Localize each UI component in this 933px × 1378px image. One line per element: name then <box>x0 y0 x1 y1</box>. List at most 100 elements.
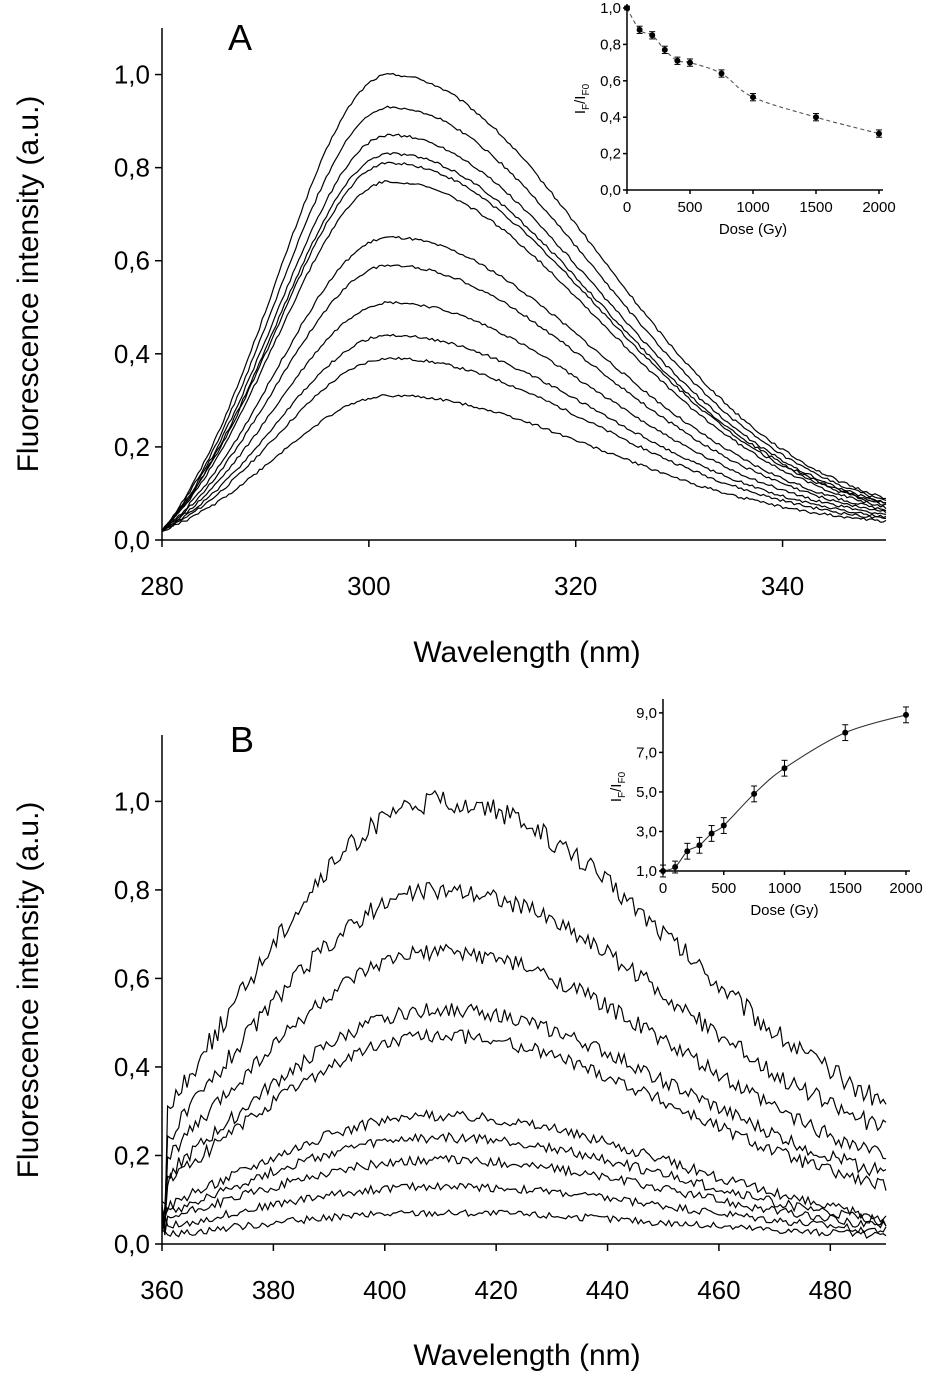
inset-x-tick-label: 2000 <box>889 880 922 897</box>
inset-x-tick-label: 500 <box>677 199 702 216</box>
inset-y-label-part: /I <box>608 784 625 792</box>
y-tick-label: 0,4 <box>114 1052 150 1082</box>
spectrum-line <box>161 264 887 531</box>
panel-a-chart: 0,0 0,2 0,4 0,6 0,8 1,0 280 300 320 340 Fluorescen… <box>12 0 896 669</box>
inset-y-label-subscript: F0 <box>581 83 592 95</box>
x-tick-label: 480 <box>809 1275 852 1305</box>
inset-y-tick-label: 9,0 <box>636 705 657 722</box>
inset-y-tick-label: 1,0 <box>636 863 657 880</box>
inset-y-label-part: I <box>572 110 589 114</box>
spectrum-line <box>161 881 887 1218</box>
inset-data-point <box>903 711 909 718</box>
inset-y-tick-label: 7,0 <box>636 744 657 761</box>
x-tick-label: 420 <box>474 1275 517 1305</box>
inset-data-point <box>750 94 756 101</box>
inset-data-point <box>842 729 849 736</box>
spectrum-line <box>161 1181 887 1234</box>
inset-data-point <box>720 822 727 829</box>
inset-x-tick-label: 1500 <box>799 199 832 216</box>
inset-data-point <box>696 842 703 849</box>
spectrum-line <box>161 356 887 533</box>
x-tick-label: 440 <box>586 1275 629 1305</box>
spectrum-line <box>161 105 887 532</box>
y-tick-label: 0,8 <box>114 153 150 183</box>
y-tick-label: 0,2 <box>114 432 150 462</box>
inset-data-point <box>636 26 643 33</box>
spectrum-line <box>161 333 887 533</box>
spectrum-line <box>161 1131 887 1227</box>
inset-y-tick-label: 0,0 <box>600 182 621 199</box>
spectra-group <box>161 72 887 533</box>
spectrum-line <box>161 72 887 532</box>
inset-y-tick-label: 5,0 <box>636 784 657 801</box>
inset-y-axis-label: IF/IF0 <box>608 771 628 802</box>
inset-y-tick-label: 0,6 <box>600 73 621 90</box>
y-tick-label: 1,0 <box>114 786 150 816</box>
spectrum-line <box>161 1028 887 1224</box>
inset-data-point <box>649 32 656 39</box>
spectrum-line <box>161 394 887 533</box>
panel-letter: B <box>230 719 254 760</box>
inset-data-point <box>660 868 666 874</box>
inset-y-label-subscript: F <box>617 792 628 798</box>
inset-data-point <box>751 790 758 797</box>
inset-data-point <box>876 130 882 137</box>
y-axis-label: Fluorescence intensity (a.u.) <box>12 96 45 473</box>
spectrum-line <box>161 789 887 1233</box>
spectrum-line <box>161 1209 887 1239</box>
inset-x-tick-label: 500 <box>711 880 736 897</box>
spectra-group <box>161 789 887 1239</box>
y-tick-label: 0,4 <box>114 339 150 369</box>
inset-y-tick-label: 3,0 <box>636 823 657 840</box>
inset-x-axis-label: Dose (Gy) <box>750 902 818 919</box>
y-axis-label: Fluorescence intensity (a.u.) <box>12 802 45 1179</box>
spectrum-line <box>161 1003 887 1228</box>
inset-y-tick-label: 0,4 <box>600 109 621 126</box>
inset-data-point <box>661 46 668 53</box>
spectrum-line <box>161 1109 887 1223</box>
inset-x-tick-label: 1500 <box>829 880 862 897</box>
spectrum-line <box>161 152 887 531</box>
inset-x-tick-label: 1000 <box>736 199 769 216</box>
y-tick-label: 0,8 <box>114 875 150 905</box>
inset-y-tick-label: 0,8 <box>600 36 621 53</box>
inset-y-label-subscript: F <box>581 104 592 110</box>
inset-x-tick-label: 1000 <box>768 880 801 897</box>
inset-data-point <box>718 70 725 77</box>
inset-y-tick-label: 1,0 <box>600 0 621 17</box>
inset-fit-curve <box>626 7 880 135</box>
inset-data-point <box>674 57 681 64</box>
x-tick-label: 460 <box>697 1275 740 1305</box>
inset-fit-curve <box>662 714 907 872</box>
spectrum-line <box>161 235 887 531</box>
spectrum-line <box>161 179 887 531</box>
y-tick-label: 0,6 <box>114 963 150 993</box>
spectrum-line <box>161 943 887 1228</box>
inset-x-tick-label: 0 <box>623 199 631 216</box>
inset-y-tick-label: 0,2 <box>600 146 621 163</box>
x-tick-label: 320 <box>554 571 597 601</box>
inset-chart: 1,0 3,0 5,0 7,0 9,0 0 500 1000 1500 2000 Dose (Gy)… <box>608 699 923 919</box>
inset-data-point <box>684 848 691 855</box>
inset-x-tick-label: 0 <box>659 880 667 897</box>
x-axis-label: Wavelength (nm) <box>413 636 640 669</box>
x-tick-label: 360 <box>140 1275 183 1305</box>
inset-x-axis-label: Dose (Gy) <box>719 221 787 238</box>
x-tick-label: 380 <box>252 1275 295 1305</box>
inset-y-label-part: /I <box>572 96 589 104</box>
inset-y-axis-label: IF/IF0 <box>572 83 592 114</box>
inset-chart: 0,0 0,2 0,4 0,6 0,8 1,0 0 500 1000 1500 2000 Dose (… <box>572 0 896 238</box>
inset-x-tick-label: 2000 <box>862 199 895 216</box>
y-tick-label: 0,0 <box>114 1229 150 1259</box>
inset-data-point <box>687 59 693 66</box>
x-tick-label: 400 <box>363 1275 406 1305</box>
spectrum-line <box>161 161 887 531</box>
inset-y-label-part: I <box>608 798 625 802</box>
y-tick-label: 0,0 <box>114 525 150 555</box>
x-tick-label: 340 <box>761 571 804 601</box>
x-axis-label: Wavelength (nm) <box>413 1339 640 1372</box>
inset-data-point <box>672 864 679 871</box>
spectrum-line <box>161 1154 887 1236</box>
inset-data-point <box>624 5 630 11</box>
